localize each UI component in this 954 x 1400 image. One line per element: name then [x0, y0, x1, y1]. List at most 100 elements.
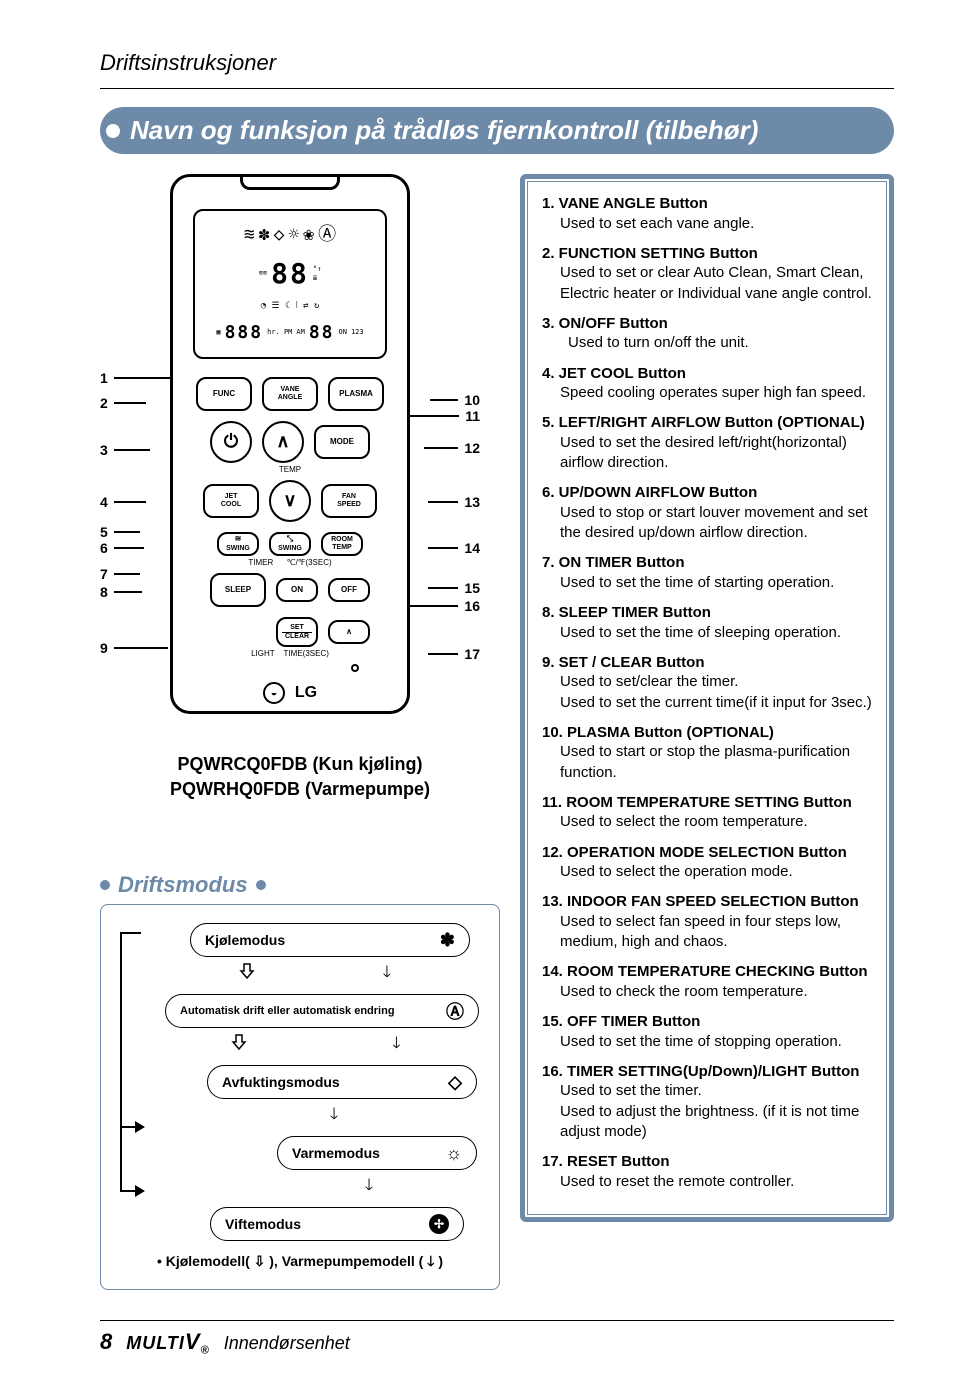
lcd-glyph: ☼	[288, 223, 299, 246]
power-button[interactable]: ⏻	[210, 421, 252, 463]
page-footer: 8 MULTIV® Innendørsenhet	[100, 1320, 894, 1357]
function-desc: Used to set the time of sleeping operati…	[560, 623, 872, 643]
function-desc: Used to select the operation mode.	[560, 862, 872, 882]
function-desc: Speed cooling operates super high fan sp…	[560, 383, 872, 403]
function-desc: Used to turn on/off the unit.	[568, 333, 872, 353]
function-item: 1. VANE ANGLE ButtonUsed to set each van…	[542, 194, 872, 234]
function-title: 15. OFF TIMER Button	[542, 1012, 872, 1032]
function-item: 15. OFF TIMER ButtonUsed to set the time…	[542, 1012, 872, 1052]
model-codes: PQWRCQ0FDB (Kun kjøling) PQWRHQ0FDB (Var…	[100, 752, 500, 802]
callout-11: 11	[399, 408, 480, 424]
callout-17: 17	[428, 646, 480, 662]
callout-3: 3	[100, 442, 150, 458]
lcd-digits: 88	[271, 256, 309, 292]
swing-v-button[interactable]: ⤡SWING	[269, 532, 311, 556]
function-item: 11. ROOM TEMPERATURE SETTING ButtonUsed …	[542, 793, 872, 833]
function-title: 13. INDOOR FAN SPEED SELECTION Button	[542, 892, 872, 912]
function-desc: Used to set the time of stopping operati…	[560, 1032, 872, 1052]
function-item: 6. UP/DOWN AIRFLOW ButtonUsed to stop or…	[542, 483, 872, 543]
callout-6: 6	[100, 540, 144, 556]
jet-cool-button[interactable]: JET COOL	[203, 484, 259, 518]
mode-arrow: 🡓	[199, 1103, 469, 1130]
callout-12: 12	[424, 440, 480, 456]
function-item: 4. JET COOL ButtonSpeed cooling operates…	[542, 364, 872, 404]
lcd-screen: ≋✽◇☼❀Ⓐ ≋≋ 88 °↑≣ ◔ ☰ ☾ ⦚ ⇄ ↻ ▦ 888 hr. P…	[193, 209, 387, 359]
room-temp-button[interactable]: ROOM TEMP	[321, 532, 363, 556]
mode-arrow: 🡓	[159, 1032, 473, 1059]
callout-2: 2	[100, 395, 146, 411]
off-timer-button[interactable]: OFF	[328, 578, 370, 602]
mode-row: Avfuktingsmodus◇	[199, 1065, 485, 1099]
mode-icon: ◇	[448, 1072, 462, 1093]
callout-10: 10	[430, 392, 480, 408]
ir-window	[240, 174, 340, 190]
sleep-button[interactable]: SLEEP	[210, 573, 266, 607]
function-title: 8. SLEEP TIMER Button	[542, 603, 872, 623]
mode-button[interactable]: MODE	[314, 425, 370, 459]
mode-icon: ☼	[446, 1143, 463, 1164]
swing-h-button[interactable]: ≋SWING	[217, 532, 259, 556]
mode-row: Kjølemodus ✽	[175, 923, 485, 957]
function-desc: Used to adjust the brightness. (if it is…	[560, 1102, 872, 1143]
header-rule	[100, 88, 894, 89]
fan-speed-button[interactable]: FAN SPEED	[321, 484, 377, 518]
temp-down-button[interactable]: ∨	[269, 480, 311, 522]
func-button[interactable]: FUNC	[196, 377, 252, 411]
function-title: 16. TIMER SETTING(Up/Down)/LIGHT Button	[542, 1062, 872, 1082]
function-desc: Used to set the timer.	[560, 1081, 872, 1101]
function-desc: Used to select the room temperature.	[560, 812, 872, 832]
function-desc: Used to select fan speed in four steps l…	[560, 912, 872, 953]
remote-diagram: 123456789 1011121314151617 ≋✽◇☼❀Ⓐ ≋≋ 88 …	[100, 174, 480, 734]
function-desc: Used to check the room temperature.	[560, 982, 872, 1002]
brand-logo: MULTIV®	[126, 1329, 209, 1357]
on-timer-button[interactable]: ON	[276, 578, 318, 602]
function-title: 14. ROOM TEMPERATURE CHECKING Button	[542, 962, 872, 982]
lcd-glyph: ◇	[274, 223, 285, 246]
temp-up-button[interactable]: ∧	[262, 421, 304, 463]
function-desc: Used to start or stop the plasma-purific…	[560, 742, 872, 783]
set-clear-button[interactable]: SET CLEAR	[276, 617, 318, 647]
function-item: 12. OPERATION MODE SELECTION ButtonUsed …	[542, 843, 872, 883]
modes-footer-note: • Kjølemodell( ⇩ ), Varmepumpemodell ( 🡓…	[115, 1251, 485, 1275]
mode-icon: ✽	[440, 930, 455, 951]
timer-up-button[interactable]: ∧	[328, 620, 370, 644]
mode-icon: Ⓐ	[446, 998, 464, 1024]
function-item: 7. ON TIMER ButtonUsed to set the time o…	[542, 553, 872, 593]
function-item: 8. SLEEP TIMER ButtonUsed to set the tim…	[542, 603, 872, 643]
mode-label: Viftemodus	[225, 1216, 301, 1232]
reset-button[interactable]	[351, 664, 359, 672]
page-number: 8	[100, 1329, 112, 1355]
function-title: 7. ON TIMER Button	[542, 553, 872, 573]
callout-4: 4	[100, 494, 146, 510]
lg-logo-text: LG	[295, 684, 317, 702]
function-desc: Used to reset the remote controller.	[560, 1172, 872, 1192]
callout-16: 16	[398, 598, 480, 614]
functions-box: 1. VANE ANGLE ButtonUsed to set each van…	[520, 174, 894, 1222]
temp-label: TEMP	[191, 465, 389, 474]
function-desc: Used to set the time of starting operati…	[560, 573, 872, 593]
mode-row: Viftemodus ✢	[189, 1207, 485, 1241]
lcd-glyph: ✽	[259, 223, 270, 246]
mode-row: Automatisk drift eller automatisk endrin…	[159, 994, 485, 1028]
callout-5: 5	[100, 524, 140, 540]
mode-label: Kjølemodus	[205, 932, 285, 948]
function-title: 2. FUNCTION SETTING Button	[542, 244, 872, 264]
callout-8: 8	[100, 584, 142, 600]
plasma-button[interactable]: PLASMA	[328, 377, 384, 411]
function-title: 12. OPERATION MODE SELECTION Button	[542, 843, 872, 863]
function-title: 10. PLASMA Button (OPTIONAL)	[542, 723, 872, 743]
callout-14: 14	[428, 540, 480, 556]
function-item: 9. SET / CLEAR ButtonUsed to set/clear t…	[542, 653, 872, 713]
modes-box: Kjølemodus ✽ 🡓 Automatisk drift eller autom…	[100, 904, 500, 1290]
callout-1: 1	[100, 370, 176, 386]
function-desc: Used to set/clear the timer.	[560, 672, 872, 692]
function-item: 16. TIMER SETTING(Up/Down)/LIGHT ButtonU…	[542, 1062, 872, 1142]
function-title: 11. ROOM TEMPERATURE SETTING Button	[542, 793, 872, 813]
vane-angle-button[interactable]: VANE ANGLE	[262, 377, 318, 411]
lcd-glyph: Ⓐ	[318, 223, 336, 246]
function-item: 5. LEFT/RIGHT AIRFLOW Button (OPTIONAL)U…	[542, 413, 872, 473]
mode-row: Varmemodus☼	[269, 1136, 485, 1170]
lcd-subdigits: 888	[225, 321, 264, 344]
mode-icon: ✢	[429, 1214, 449, 1234]
callout-13: 13	[428, 494, 480, 510]
